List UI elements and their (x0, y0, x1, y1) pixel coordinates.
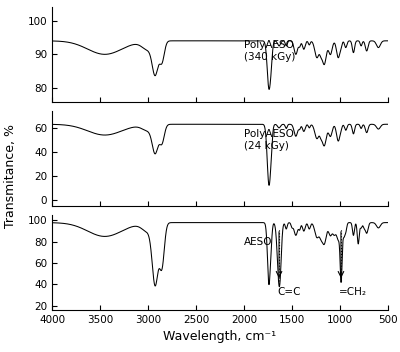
X-axis label: Wavelength, cm⁻¹: Wavelength, cm⁻¹ (164, 330, 276, 343)
Text: C=C: C=C (277, 288, 301, 297)
Text: AESO: AESO (244, 237, 272, 247)
Text: Transmitance, %: Transmitance, % (4, 124, 17, 228)
Text: =CH₂: =CH₂ (339, 288, 367, 297)
Text: PolyAESO
(340 kGy): PolyAESO (340 kGy) (244, 40, 295, 62)
Text: PolyAESO
(24 kGy): PolyAESO (24 kGy) (244, 129, 294, 151)
